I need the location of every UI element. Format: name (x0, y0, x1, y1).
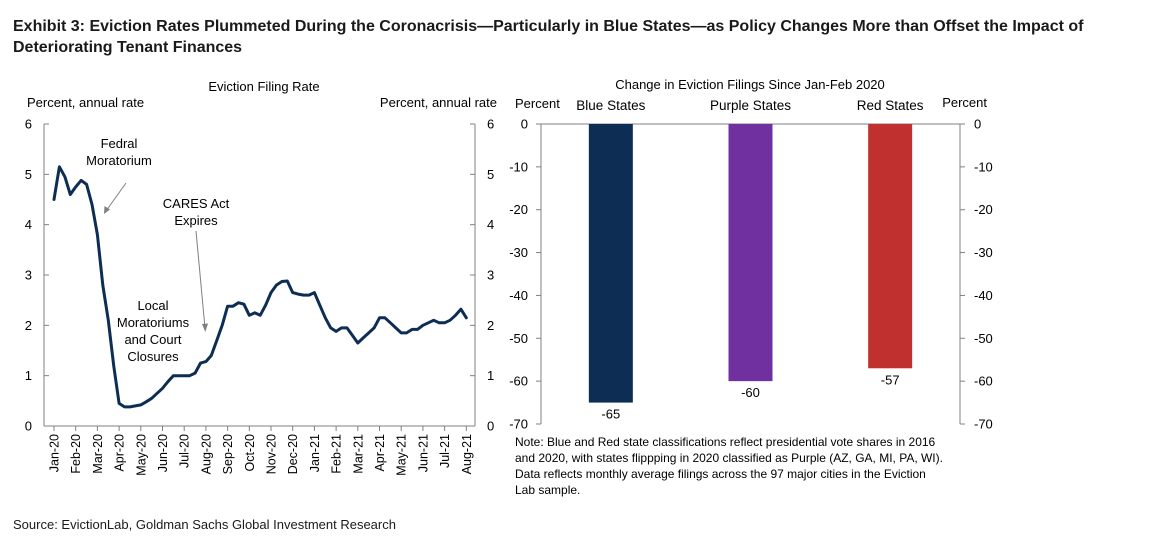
x-tick-label: Jun-21 (416, 434, 430, 472)
bar-left-axis-label: Percent (515, 96, 560, 111)
annotation-line: Moratoriums (117, 315, 190, 330)
bar-value-label: -60 (741, 385, 760, 400)
right-y-tick-label: 4 (487, 217, 494, 232)
bar-right-axis-label: Percent (942, 95, 987, 110)
bar-left-tick-label: -10 (509, 159, 528, 174)
left-y-tick-label: 6 (25, 117, 32, 132)
x-tick-label: Mar-21 (351, 434, 365, 474)
x-tick-label: Feb-20 (69, 434, 83, 474)
annotation-local-moratoriums: Local Moratoriums and Court Closures (117, 298, 190, 364)
left-y-tick-label: 3 (25, 268, 32, 283)
x-tick-label: Aug-20 (199, 434, 213, 474)
bar-right-tick-label: -20 (974, 202, 993, 217)
line-chart-series (52, 165, 468, 409)
left-chart-title: Eviction Filing Rate (208, 79, 319, 94)
annotation-line: Closures (127, 349, 179, 364)
x-tick-label: Apr-21 (373, 434, 387, 472)
x-tick-label: Dec-20 (286, 434, 300, 474)
bar-value-label: -65 (601, 407, 620, 422)
x-tick-label: May-20 (134, 434, 148, 476)
right-y-tick-label: 3 (487, 268, 494, 283)
right-y-axis-label: Percent, annual rate (380, 95, 497, 110)
annotation-line: and Court (124, 332, 181, 347)
bar-left-tick-label: -20 (509, 202, 528, 217)
note-line: and 2020, with states flippping in 2020 … (515, 451, 943, 465)
bar-chart-bars: Blue States -65 Purple States -60 Red States… (576, 98, 923, 422)
bar-left-tick-label: -50 (509, 331, 528, 346)
line-chart-ticks: 0 0 1 1 2 2 3 3 4 4 5 5 6 6 Jan-20 Feb-20 Mar-20 Apr-20 Ma… (25, 117, 494, 476)
bar-category-label: Purple States (710, 98, 791, 113)
annotation-arrowhead (104, 206, 110, 214)
x-tick-label: Sep-20 (221, 434, 235, 474)
bar-value-label: -57 (881, 372, 900, 387)
right-y-tick-label: 6 (487, 117, 494, 132)
right-y-tick-label: 5 (487, 167, 494, 182)
bar-left-tick-label: -30 (509, 245, 528, 260)
bar-red-states (868, 124, 913, 369)
bar-right-tick-label: -70 (974, 417, 993, 432)
annotation-line: Fedral (101, 136, 138, 151)
annotation-federal-moratorium: Fedral Moratorium (86, 136, 152, 214)
right-y-tick-label: 2 (487, 318, 494, 333)
bar-right-tick-label: -10 (974, 159, 993, 174)
bar-right-tick-label: 0 (974, 117, 981, 132)
left-y-tick-label: 0 (25, 419, 32, 434)
bar-chart-ticks: 0 0 -10 -10 -20 -20 -30 -30 -40 -40 -50 -50 -60 -60 -7… (509, 117, 993, 432)
right-chart-title: Change in Eviction Filings Since Jan-Feb… (615, 77, 885, 92)
bar-left-tick-label: -60 (509, 374, 528, 389)
bar-left-tick-label: -70 (509, 417, 528, 432)
left-y-tick-label: 2 (25, 318, 32, 333)
left-y-tick-label: 1 (25, 368, 32, 383)
right-y-tick-label: 1 (487, 368, 494, 383)
exhibit-title: Exhibit 3: Eviction Rates Plummeted Duri… (13, 18, 1084, 56)
bar-left-tick-label: 0 (521, 117, 528, 132)
bar-category-label: Blue States (576, 98, 645, 113)
x-tick-label: Jan-20 (48, 434, 62, 472)
bar-blue-states (588, 124, 633, 403)
left-y-axis-label: Percent, annual rate (27, 95, 144, 110)
right-y-tick-label: 0 (487, 419, 494, 434)
bar-right-tick-label: -60 (974, 374, 993, 389)
note-line: Data reflects monthly average filings ac… (515, 467, 926, 481)
bar-category-label: Red States (857, 98, 924, 113)
bar-purple-states (728, 124, 773, 382)
bar-chart-note: Note: Blue and Red state classifications… (515, 435, 943, 497)
annotation-line: CARES Act (163, 196, 230, 211)
x-tick-label: Aug-21 (460, 434, 474, 474)
annotation-arrowhead (202, 323, 208, 332)
annotation-line: Moratorium (86, 153, 152, 168)
left-y-tick-label: 5 (25, 167, 32, 182)
annotation-arrow (195, 230, 206, 329)
annotation-line: Expires (174, 213, 218, 228)
x-tick-label: Feb-21 (330, 434, 344, 474)
x-tick-label: Jan-21 (308, 434, 322, 472)
x-tick-label: Nov-20 (265, 434, 279, 474)
annotation-arrow (105, 182, 127, 212)
x-tick-label: Apr-20 (113, 434, 127, 472)
x-tick-label: Jun-20 (156, 434, 170, 472)
x-tick-label: May-21 (395, 434, 409, 476)
eviction-filing-rate-line (52, 165, 468, 409)
annotation-line: Local (137, 298, 168, 313)
bar-right-tick-label: -30 (974, 245, 993, 260)
x-tick-label: Jul-20 (178, 434, 192, 468)
bar-right-tick-label: -50 (974, 331, 993, 346)
line-chart-axes (43, 124, 476, 427)
annotation-cares-act: CARES Act Expires (163, 196, 230, 332)
left-y-tick-label: 4 (25, 217, 32, 232)
bar-left-tick-label: -40 (509, 288, 528, 303)
note-line: Note: Blue and Red state classifications… (515, 435, 936, 449)
x-tick-label: Jul-21 (438, 434, 452, 468)
x-tick-label: Oct-20 (243, 434, 257, 472)
x-tick-label: Mar-20 (91, 434, 105, 474)
note-line: Lab sample. (515, 483, 580, 497)
bar-right-tick-label: -40 (974, 288, 993, 303)
source-note: Source: EvictionLab, Goldman Sachs Globa… (13, 517, 396, 532)
